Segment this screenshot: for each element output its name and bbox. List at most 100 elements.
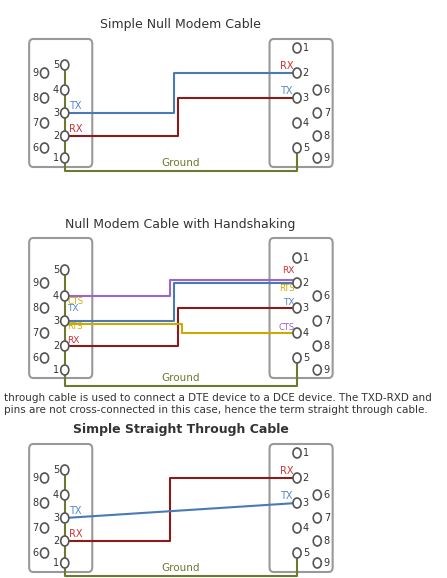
Circle shape — [41, 473, 49, 483]
Text: RX: RX — [67, 336, 80, 345]
Text: 9: 9 — [324, 558, 330, 568]
Text: RX: RX — [69, 124, 82, 134]
Circle shape — [293, 523, 301, 533]
Text: 2: 2 — [53, 536, 59, 546]
Text: TX: TX — [69, 101, 81, 111]
Circle shape — [61, 153, 69, 163]
Circle shape — [41, 353, 49, 363]
Circle shape — [293, 93, 301, 103]
Text: 8: 8 — [32, 498, 38, 508]
Circle shape — [313, 85, 321, 95]
Circle shape — [61, 316, 69, 326]
Text: 7: 7 — [32, 328, 38, 338]
Text: 9: 9 — [32, 278, 38, 288]
Circle shape — [293, 143, 301, 153]
Circle shape — [61, 365, 69, 375]
Circle shape — [313, 131, 321, 141]
Circle shape — [293, 548, 301, 558]
Circle shape — [61, 490, 69, 500]
Circle shape — [293, 118, 301, 128]
Text: 4: 4 — [53, 85, 59, 95]
Circle shape — [61, 108, 69, 118]
Text: 4: 4 — [53, 291, 59, 301]
Text: 1: 1 — [53, 365, 59, 375]
Text: Ground: Ground — [161, 563, 200, 573]
Text: 3: 3 — [53, 513, 59, 523]
Circle shape — [293, 498, 301, 508]
Text: 8: 8 — [324, 536, 330, 546]
Text: Simple Straight Through Cable: Simple Straight Through Cable — [72, 423, 288, 436]
Text: 5: 5 — [303, 353, 309, 363]
Text: 2: 2 — [303, 278, 309, 288]
Circle shape — [293, 448, 301, 458]
Text: TX: TX — [67, 304, 79, 313]
Text: 5: 5 — [303, 143, 309, 153]
Text: 3: 3 — [303, 93, 309, 103]
Text: 4: 4 — [53, 490, 59, 500]
Circle shape — [41, 118, 49, 128]
Text: 7: 7 — [32, 523, 38, 533]
Circle shape — [293, 328, 301, 338]
Circle shape — [41, 328, 49, 338]
Circle shape — [293, 473, 301, 483]
Text: 6: 6 — [324, 291, 330, 301]
Text: 9: 9 — [32, 68, 38, 78]
Text: 1: 1 — [53, 558, 59, 568]
Text: 6: 6 — [324, 490, 330, 500]
Text: 5: 5 — [53, 465, 59, 475]
Circle shape — [41, 523, 49, 533]
Text: 2: 2 — [303, 473, 309, 483]
Text: RTS: RTS — [279, 284, 295, 293]
Text: 4: 4 — [303, 523, 309, 533]
Text: 2: 2 — [53, 131, 59, 141]
Circle shape — [61, 291, 69, 301]
Circle shape — [293, 278, 301, 288]
Text: 7: 7 — [324, 513, 330, 523]
Text: 6: 6 — [324, 85, 330, 95]
Text: TX: TX — [283, 298, 295, 307]
Circle shape — [41, 143, 49, 153]
Text: RX: RX — [279, 466, 293, 476]
Text: Ground: Ground — [161, 373, 200, 383]
Text: 5: 5 — [303, 548, 309, 558]
Circle shape — [313, 108, 321, 118]
Text: 8: 8 — [324, 131, 330, 141]
Text: Simple Null Modem Cable: Simple Null Modem Cable — [100, 18, 261, 31]
Text: 5: 5 — [53, 60, 59, 70]
Text: RX: RX — [282, 266, 295, 275]
Text: 8: 8 — [32, 303, 38, 313]
Text: 1: 1 — [303, 448, 309, 458]
Text: 3: 3 — [53, 316, 59, 326]
Text: Ground: Ground — [161, 158, 200, 168]
Circle shape — [41, 68, 49, 78]
Circle shape — [41, 303, 49, 313]
FancyBboxPatch shape — [29, 444, 92, 572]
FancyBboxPatch shape — [29, 39, 92, 167]
Text: Null Modem Cable with Handshaking: Null Modem Cable with Handshaking — [65, 218, 295, 231]
Text: 2: 2 — [53, 341, 59, 351]
Text: 9: 9 — [324, 153, 330, 163]
Circle shape — [61, 265, 69, 275]
Text: 6: 6 — [32, 143, 38, 153]
Text: 3: 3 — [53, 108, 59, 118]
FancyBboxPatch shape — [270, 39, 333, 167]
Text: 3: 3 — [303, 303, 309, 313]
Text: RTS: RTS — [67, 322, 83, 331]
Text: RX: RX — [279, 61, 293, 71]
Circle shape — [313, 558, 321, 568]
Text: TX: TX — [281, 491, 293, 501]
Circle shape — [313, 341, 321, 351]
Text: 3: 3 — [303, 498, 309, 508]
Text: 1: 1 — [53, 153, 59, 163]
Circle shape — [293, 253, 301, 263]
Text: 7: 7 — [32, 118, 38, 128]
Text: TX: TX — [69, 506, 81, 516]
Text: 6: 6 — [32, 548, 38, 558]
FancyBboxPatch shape — [270, 238, 333, 378]
Text: 7: 7 — [324, 316, 330, 326]
Text: CTS: CTS — [67, 297, 83, 306]
Circle shape — [41, 548, 49, 558]
Circle shape — [313, 153, 321, 163]
Circle shape — [293, 303, 301, 313]
Text: 4: 4 — [303, 328, 309, 338]
